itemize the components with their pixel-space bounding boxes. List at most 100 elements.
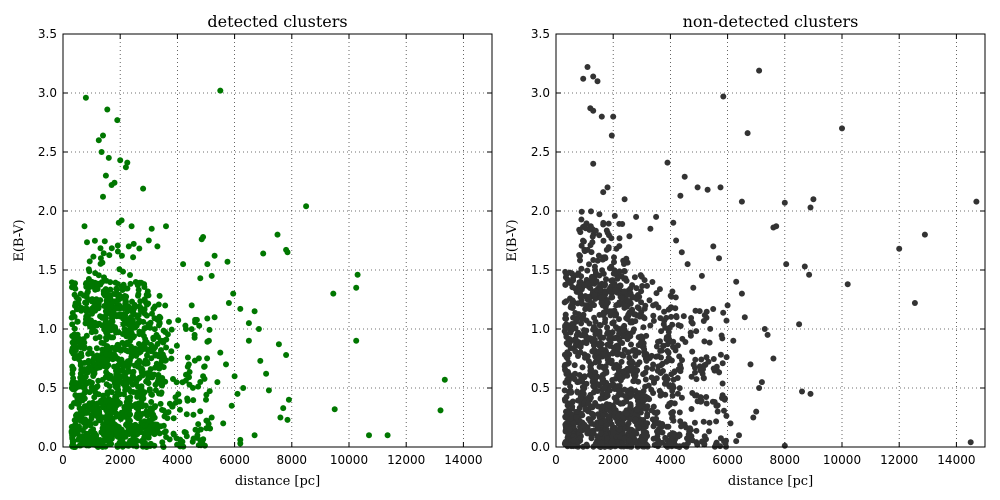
scatter-point: [674, 342, 681, 349]
scatter-point: [147, 324, 154, 331]
scatter-point: [197, 275, 204, 282]
scatter-point: [591, 314, 598, 321]
scatter-point: [122, 384, 129, 391]
scatter-point: [88, 283, 95, 290]
scatter-point: [91, 405, 98, 412]
scatter-point: [104, 357, 111, 364]
scatter-point: [194, 432, 201, 439]
scatter-point: [108, 245, 115, 252]
scatter-point: [204, 315, 211, 322]
scatter-point: [578, 242, 585, 249]
scatter-point: [706, 419, 713, 426]
scatter-point: [104, 319, 111, 326]
scatter-point: [148, 225, 155, 232]
scatter-point: [783, 261, 790, 268]
scatter-point: [260, 250, 267, 257]
scatter-point: [172, 394, 179, 401]
scatter-point: [208, 272, 215, 279]
scatter-point: [681, 173, 688, 180]
scatter-point: [573, 408, 580, 415]
scatter-point: [85, 266, 92, 273]
scatter-point: [569, 284, 576, 291]
scatter-point: [186, 369, 193, 375]
scatter-point: [572, 370, 579, 377]
scatter-point: [114, 242, 121, 249]
scatter-point: [631, 274, 638, 281]
scatter-point: [674, 375, 681, 381]
scatter-point: [97, 245, 104, 252]
scatter-point: [121, 360, 128, 367]
scatter-point: [121, 284, 128, 291]
scatter-point: [710, 365, 717, 372]
scatter-point: [587, 105, 594, 112]
scatter-point: [563, 271, 570, 278]
scatter-point: [82, 416, 89, 423]
scatter-point: [642, 355, 649, 362]
scatter-point: [589, 233, 596, 240]
scatter-point: [710, 306, 717, 312]
scatter-point: [641, 277, 648, 284]
scatter-point: [747, 361, 754, 368]
scatter-point: [616, 243, 623, 250]
scatter-point: [158, 423, 164, 430]
scatter-point: [723, 412, 730, 419]
scatter-point: [110, 291, 117, 297]
scatter-point: [83, 332, 90, 339]
scatter-point: [640, 314, 647, 320]
scatter-point: [676, 353, 683, 360]
scatter-point: [701, 312, 708, 319]
scatter-point: [613, 343, 620, 349]
scatter-point: [148, 399, 155, 405]
scatter-point: [648, 407, 655, 414]
scatter-point: [796, 321, 803, 328]
scatter-point: [675, 433, 682, 440]
scatter-point: [669, 288, 676, 295]
scatter-point: [109, 397, 115, 404]
scatter-point: [588, 410, 595, 417]
scatter-point: [225, 300, 232, 306]
scatter-point: [75, 435, 82, 442]
scatter-point: [572, 310, 579, 316]
scatter-point: [91, 430, 98, 437]
scatter-point: [570, 420, 577, 426]
scatter-point: [69, 321, 76, 328]
scatter-point: [578, 208, 585, 215]
scatter-point: [237, 305, 244, 312]
scatter-point: [697, 398, 704, 405]
scatter-point: [720, 93, 727, 100]
scatter-point: [566, 279, 573, 286]
scatter-point: [136, 346, 143, 353]
scatter-point: [113, 429, 120, 435]
scatter-point: [656, 286, 663, 293]
scatter-point: [104, 344, 111, 351]
scatter-point: [599, 375, 606, 382]
scatter-point: [688, 373, 695, 380]
scatter-point: [92, 270, 99, 277]
scatter-point: [677, 192, 684, 199]
scatter-point: [604, 443, 611, 450]
scatter-point: [69, 284, 75, 291]
scatter-point: [698, 272, 705, 279]
scatter-point: [102, 172, 109, 179]
scatter-point: [756, 67, 763, 74]
x-axis-label: distance [pc]: [728, 474, 813, 489]
scatter-point: [70, 350, 77, 357]
scatter-point: [130, 254, 137, 261]
scatter-point: [738, 290, 745, 297]
scatter-point: [633, 296, 640, 302]
scatter-point: [588, 435, 595, 442]
scatter-point: [701, 338, 708, 345]
scatter-point: [257, 357, 264, 364]
x-tick-label: 12000: [387, 453, 425, 467]
scatter-point: [68, 314, 75, 321]
scatter-point: [628, 358, 635, 365]
scatter-point: [604, 184, 611, 191]
scatter-point: [255, 326, 262, 332]
chart-title: non-detected clusters: [683, 12, 859, 31]
scatter-point: [650, 302, 657, 309]
scatter-point: [592, 270, 599, 277]
scatter-point: [147, 408, 154, 414]
scatter-point: [105, 325, 112, 332]
scatter-point: [91, 394, 98, 401]
scatter-point: [594, 388, 601, 394]
